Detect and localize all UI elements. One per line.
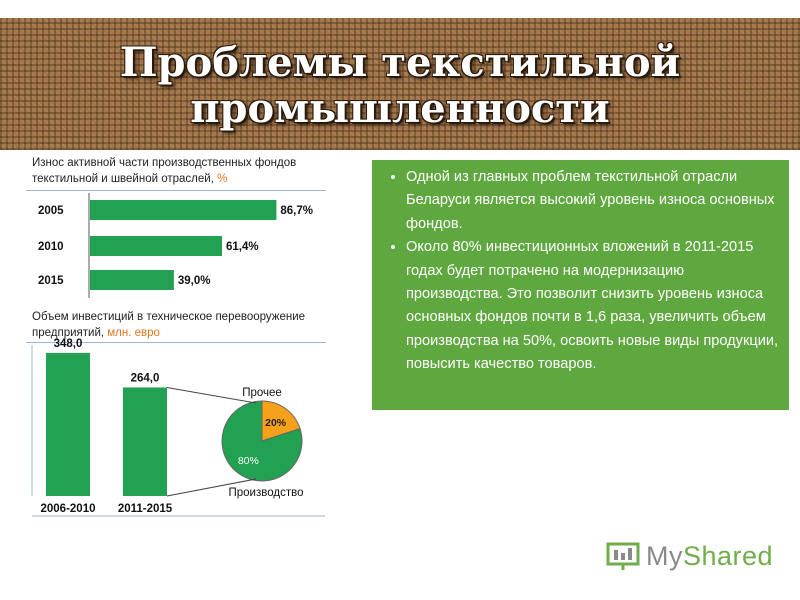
pie-connector-top: [166, 386, 257, 404]
invest-bar-2011-2015: [123, 387, 167, 496]
burlap-banner: [0, 18, 800, 150]
pie-slice-2: [221, 400, 303, 482]
pie-label-production: Производство: [229, 487, 304, 499]
wear-bar-2005: [90, 200, 277, 220]
summary-list: Одной из главных проблем текстильной отр…: [386, 166, 779, 377]
wear-value-label: 61,4%: [226, 241, 259, 253]
invest-bar-2006-2010: [46, 352, 90, 496]
pie-connector-bottom: [166, 478, 257, 497]
invest-chart-title-text: Объем инвестиций в техническое перевоору…: [32, 311, 306, 339]
pie-value-label: 20%: [265, 417, 287, 429]
wear-value-label: 39,0%: [178, 275, 211, 287]
invest-chart-unit: млн. евро: [107, 327, 160, 339]
watermark-text-b: Shared: [683, 540, 774, 571]
invest-chart-title: Объем инвестиций в техническое перевоору…: [32, 309, 332, 341]
invest-category-label: 2011-2015: [118, 503, 173, 515]
summary-bullet-2: Около 80% инвестиционных вложений в 2011…: [406, 236, 779, 376]
wear-chart-title: Износ активной части производственных фо…: [32, 155, 312, 187]
wear-chart-divider: [26, 190, 326, 191]
wear-category-label: 2005: [38, 205, 64, 217]
invest-value-label: 264,0: [131, 372, 160, 384]
summary-box: Одной из главных проблем текстильной отр…: [372, 160, 789, 410]
wear-bar-2015: [90, 270, 174, 290]
wear-value-label: 86,7%: [280, 205, 313, 217]
wear-category-label: 2010: [38, 241, 64, 253]
wear-chart-unit: %: [217, 173, 228, 185]
summary-bullet-1: Одной из главных проблем текстильной отр…: [406, 166, 779, 236]
invest-category-label: 2006-2010: [41, 503, 96, 515]
wear-category-label: 2015: [38, 275, 64, 287]
watermark-text-a: My: [646, 540, 683, 571]
page-title: Проблемы текстильной промышленности: [119, 39, 681, 132]
presentation-board-icon: [606, 542, 640, 570]
invest-value-label: 348,0: [54, 338, 83, 350]
pie-value-label: 80%: [238, 455, 259, 467]
pie-slice-1: [261, 400, 301, 442]
invest-chart-divider: [26, 342, 326, 343]
wear-bar-2010: [90, 236, 223, 256]
pie-label-other: Прочее: [242, 387, 282, 399]
watermark-logo: My Shared: [606, 538, 773, 574]
wear-chart-title-text: Износ активной части производственных фо…: [32, 157, 297, 185]
